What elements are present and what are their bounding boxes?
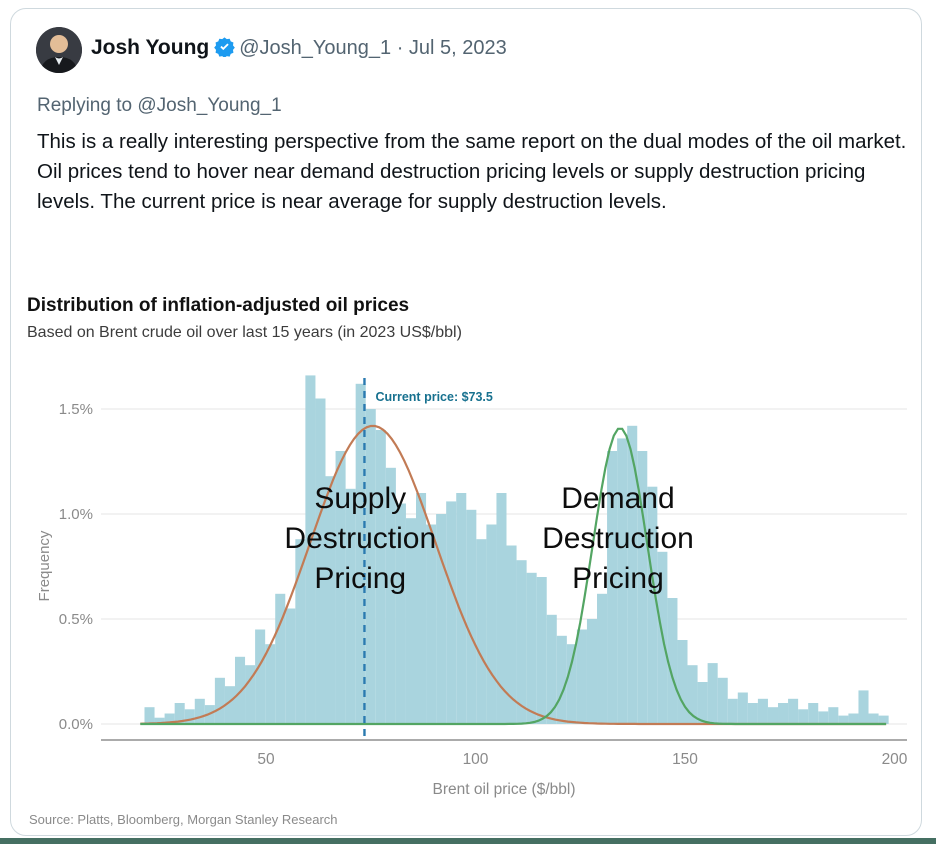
svg-text:Demand: Demand: [561, 482, 674, 515]
svg-text:0.5%: 0.5%: [59, 611, 93, 628]
handle-and-date[interactable]: @Josh_Young_1 · Jul 5, 2023: [239, 37, 507, 59]
svg-text:200: 200: [882, 751, 908, 768]
supply-destruction-label: Supply Destruction Pricing: [284, 482, 436, 595]
oil-price-distribution-chart: Current price: $73.5 Supply Destruction Pri…: [36, 375, 908, 798]
svg-text:Supply: Supply: [314, 482, 406, 515]
y-axis-title: Frequency: [36, 530, 53, 601]
current-price-label: Current price: $73.5: [375, 390, 492, 404]
svg-text:150: 150: [672, 751, 698, 768]
svg-text:1.5%: 1.5%: [59, 401, 93, 418]
svg-text:Destruction: Destruction: [284, 522, 436, 555]
chart-subtitle: Based on Brent crude oil over last 15 ye…: [27, 324, 462, 341]
tweet-header: Josh Young @Josh_Young_1 · Jul 5, 2023: [91, 36, 911, 63]
replying-to[interactable]: Replying to @Josh_Young_1: [37, 95, 282, 116]
source-note: Source: Platts, Bloomberg, Morgan Stanle…: [29, 812, 338, 827]
chart-title: Distribution of inflation-adjusted oil p…: [27, 295, 410, 316]
svg-text:Pricing: Pricing: [572, 562, 664, 595]
svg-text:100: 100: [463, 751, 489, 768]
x-axis-title: Brent oil price ($/bbl): [432, 781, 575, 798]
verified-badge-icon: [214, 36, 236, 63]
y-axis-ticks: 0.0% 0.5% 1.0% 1.5%: [59, 401, 93, 733]
demand-curve: [140, 427, 887, 726]
page-bottom-strip: [0, 838, 936, 844]
svg-text:1.0%: 1.0%: [59, 506, 93, 523]
svg-text:0.0%: 0.0%: [59, 716, 93, 733]
demand-destruction-label: Demand Destruction Pricing: [542, 482, 694, 595]
svg-text:50: 50: [257, 751, 275, 768]
x-axis-ticks: 50 100 150 200: [257, 751, 907, 768]
tweet-text: This is a really interesting perspective…: [37, 130, 907, 213]
avatar[interactable]: [36, 27, 82, 73]
author-name[interactable]: Josh Young: [91, 36, 210, 59]
tweet-card: Josh Young @Josh_Young_1 · Jul 5, 2023 Re…: [10, 8, 922, 836]
avatar-image: [36, 27, 82, 73]
svg-text:Destruction: Destruction: [542, 522, 694, 555]
svg-text:Pricing: Pricing: [314, 562, 406, 595]
